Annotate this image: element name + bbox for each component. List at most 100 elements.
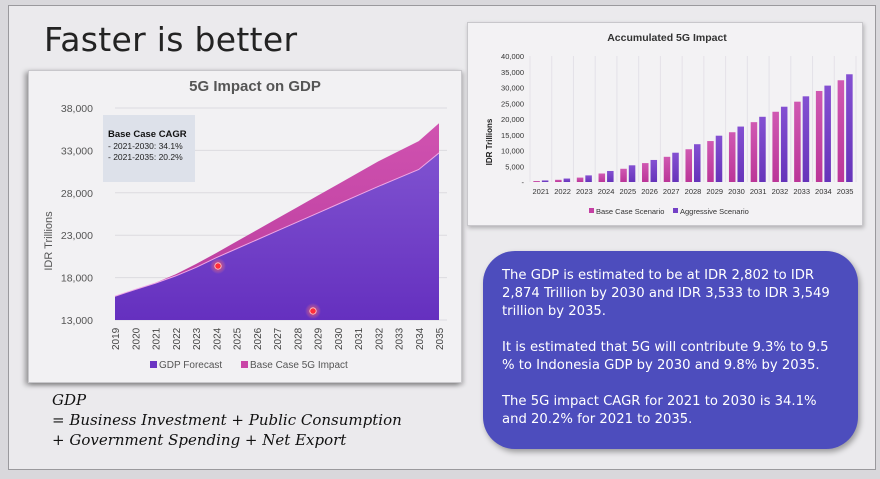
y-tick-label: 23,000	[61, 230, 93, 242]
bar-chart-ylabel: IDR Trillions	[485, 118, 494, 165]
bar-chart-title: Accumulated 5G Impact	[607, 32, 727, 44]
x-tick-label: 2023	[576, 187, 593, 196]
bar-aggressive	[607, 170, 614, 182]
summary-paragraph-gdp-estimate: The GDP is estimated to be at IDR 2,802 …	[502, 268, 830, 319]
bar-aggressive	[715, 135, 723, 182]
red-marker	[210, 258, 226, 274]
x-tick-label: 2023	[192, 327, 203, 350]
legend-swatch-base-case-impact	[241, 361, 248, 368]
x-tick-label: 2027	[663, 187, 680, 196]
legend-swatch-gdp-forecast	[150, 361, 157, 368]
area-legend: GDP Forecast Base Case 5G Impact	[150, 360, 348, 371]
x-tick-label: 2024	[212, 327, 223, 350]
bar-aggressive	[737, 126, 744, 182]
y-tick-label: -	[522, 178, 525, 187]
bar-aggressive	[694, 144, 701, 182]
bar-aggressive	[650, 159, 658, 182]
y-tick-label: 33,000	[61, 145, 93, 157]
formula-line-1: GDP	[52, 391, 87, 409]
y-tick-label: 20,000	[501, 115, 524, 124]
x-tick-label: 2028	[293, 327, 304, 350]
cagr-annotation-line1: - 2021-2030: 34.1%	[108, 141, 183, 151]
y-tick-label: 13,000	[61, 315, 93, 327]
bar-base-case	[837, 80, 845, 182]
bar-base-case	[576, 177, 584, 182]
gdp-summary-box: The GDP is estimated to be at IDR 2,802 …	[483, 251, 858, 449]
formula-line-3: + Government Spending + Net Export	[52, 431, 347, 449]
x-tick-label: 2033	[395, 327, 406, 350]
area-chart-ylabel: IDR Trillions	[43, 211, 55, 271]
slide-title: Faster is better	[44, 20, 298, 59]
y-tick-label: 18,000	[61, 273, 93, 285]
y-tick-label: 30,000	[501, 84, 524, 93]
area-chart-title: 5G Impact on GDP	[189, 78, 321, 95]
bar-aggressive	[802, 96, 810, 182]
y-tick-label: 5,000	[505, 162, 524, 171]
summary-paragraph-5g-contribution: It is estimated that 5G will contribute …	[502, 340, 829, 373]
bar-base-case	[663, 156, 671, 182]
bar-aggressive	[541, 180, 549, 182]
x-tick-label: 2029	[706, 187, 723, 196]
bar-base-case	[772, 111, 779, 182]
x-tick-label: 2031	[354, 327, 365, 350]
bar-base-case	[642, 163, 649, 182]
red-marker	[305, 303, 321, 319]
bar-aggressive	[759, 116, 766, 182]
bar-base-case	[685, 149, 692, 182]
legend-label-gdp-forecast: GDP Forecast	[159, 360, 222, 371]
bar-aggressive	[585, 175, 592, 182]
x-tick-label: 2029	[314, 327, 325, 350]
bar-base-case	[533, 181, 540, 182]
x-tick-label: 2025	[233, 327, 244, 350]
x-tick-label: 2021	[152, 327, 163, 350]
x-tick-label: 2026	[253, 327, 264, 350]
x-tick-label: 2032	[374, 327, 385, 350]
x-tick-label: 2033	[793, 187, 810, 196]
bar-aggressive	[780, 106, 788, 182]
x-tick-label: 2022	[554, 187, 571, 196]
y-tick-label: 35,000	[501, 68, 524, 77]
x-tick-label: 2031	[750, 187, 767, 196]
gdp-formula: GDP = Business Investment + Public Consu…	[52, 390, 402, 450]
legend-swatch-aggressive-scenario	[673, 208, 678, 213]
x-tick-label: 2027	[273, 327, 284, 350]
bar-aggressive	[824, 85, 831, 182]
bar-base-case	[598, 173, 606, 182]
x-tick-label: 2032	[772, 187, 789, 196]
x-tick-label: 2021	[533, 187, 550, 196]
x-tick-label: 2020	[131, 327, 142, 350]
cagr-annotation-box	[103, 115, 195, 182]
legend-swatch-base-case-scenario	[589, 208, 594, 213]
bar-base-case	[815, 90, 823, 182]
cagr-annotation-line2: - 2021-2035: 20.2%	[108, 152, 183, 162]
gdp-impact-chart-panel: 5G Impact on GDP IDR Trillions 13,000 18,…	[28, 70, 462, 383]
cagr-annotation-title: Base Case CAGR	[108, 129, 187, 140]
y-tick-label: 10,000	[501, 147, 524, 156]
gdp-impact-area-chart: 5G Impact on GDP IDR Trillions 13,000 18,…	[43, 78, 447, 371]
bar-base-case	[555, 179, 562, 182]
y-tick-label: 15,000	[501, 131, 524, 140]
bar-base-case	[707, 141, 714, 182]
x-tick-label: 2035	[435, 327, 446, 350]
x-tick-label: 2022	[172, 327, 183, 350]
x-tick-label: 2034	[815, 187, 832, 196]
bar-aggressive	[628, 165, 636, 182]
x-tick-label: 2028	[685, 187, 702, 196]
bar-base-case	[728, 132, 736, 182]
x-tick-label: 2030	[334, 327, 345, 350]
bar-aggressive	[846, 74, 853, 182]
x-tick-label: 2034	[415, 327, 426, 350]
x-tick-label: 2035	[837, 187, 854, 196]
accumulated-impact-bar-chart: Accumulated 5G Impact IDR Trillions - 5,0…	[485, 32, 857, 216]
bar-legend: Base Case Scenario Aggressive Scenario	[589, 207, 749, 216]
y-tick-label: 38,000	[61, 103, 93, 115]
accumulated-impact-chart-panel: Accumulated 5G Impact IDR Trillions - 5,0…	[467, 22, 863, 226]
gdp-forecast-line	[114, 152, 440, 297]
legend-label-base-case-impact: Base Case 5G Impact	[250, 360, 348, 371]
gdp-forecast-area	[115, 152, 439, 320]
x-tick-label: 2024	[598, 187, 615, 196]
x-tick-label: 2019	[111, 327, 122, 350]
bar-base-case	[620, 168, 627, 182]
formula-line-2: = Business Investment + Public Consumpti…	[52, 411, 402, 429]
bar-base-case	[750, 122, 758, 182]
